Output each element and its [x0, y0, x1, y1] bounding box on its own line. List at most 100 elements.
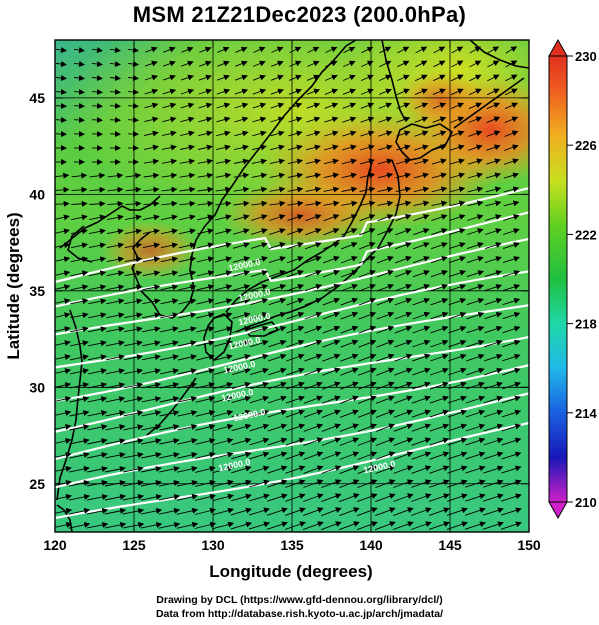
wind-vector — [70, 326, 89, 333]
wind-vector — [268, 256, 286, 264]
wind-vector — [141, 452, 162, 459]
wind-vector — [414, 102, 429, 109]
wind-vector — [322, 283, 341, 292]
wind-vector — [500, 507, 522, 516]
wind-vector — [196, 298, 215, 305]
wind-vector — [360, 116, 375, 123]
wind-vector — [375, 395, 395, 404]
wind-vector — [484, 284, 503, 292]
wind-vector — [429, 493, 450, 502]
wind-vector — [196, 312, 215, 319]
wind-vector — [411, 479, 432, 488]
wind-vector — [180, 130, 195, 137]
wind-vector — [447, 479, 468, 488]
wind-vector — [285, 395, 305, 404]
wind-vector — [502, 284, 521, 292]
wind-vector — [196, 340, 215, 347]
coast-kyushu — [203, 313, 233, 361]
wind-vector — [267, 493, 288, 502]
wind-vector — [142, 256, 161, 263]
wind-vector — [358, 311, 377, 320]
wind-vector — [286, 270, 304, 278]
wind-vector — [466, 242, 484, 250]
wind-vector — [215, 144, 231, 151]
wind-vector — [232, 270, 251, 277]
wind-vector — [378, 116, 393, 123]
wind-vector — [395, 200, 412, 207]
wind-vector — [162, 74, 176, 81]
coast-china-north — [59, 195, 161, 249]
wind-vector — [465, 381, 485, 390]
wind-vector — [140, 480, 162, 487]
wind-vector — [323, 200, 340, 207]
wind-vector — [502, 297, 521, 306]
wind-vector — [69, 396, 90, 403]
wind-vector — [395, 214, 412, 222]
wind-vector — [161, 158, 178, 165]
wind-vector — [360, 130, 375, 137]
wind-vector — [430, 270, 448, 278]
wind-vector — [467, 186, 484, 193]
wind-vector — [307, 46, 320, 54]
wind-vector — [501, 381, 521, 390]
wind-vector — [285, 437, 306, 446]
wind-vector — [214, 312, 233, 319]
wind-vector — [161, 200, 178, 207]
wind-vector — [91, 47, 103, 53]
wind-vector — [412, 353, 431, 362]
wind-vector — [267, 423, 288, 432]
wind-vector — [340, 353, 359, 362]
wind-vector — [484, 367, 503, 376]
y-axis-label: Latitude (degrees) — [4, 212, 23, 359]
wind-vector — [106, 242, 125, 249]
wind-vector — [285, 479, 306, 488]
wind-vector — [414, 130, 429, 137]
colorbar-gradient — [549, 56, 567, 502]
wind-vector — [179, 200, 196, 207]
footer-drawing-credit: Drawing by DCL (https://www.gfd-dennou.o… — [156, 594, 443, 606]
wind-vector — [342, 130, 357, 137]
x-tick-label: 125 — [122, 537, 146, 553]
wind-vector — [449, 186, 466, 193]
wind-vector — [89, 172, 106, 179]
wind-vector — [106, 270, 125, 277]
wind-vector — [323, 172, 340, 179]
wind-vector — [430, 311, 449, 320]
wind-vector — [339, 465, 360, 475]
wind-vector — [234, 88, 249, 95]
wind-vector — [397, 46, 410, 54]
wind-vector — [55, 438, 72, 444]
wind-vector — [324, 116, 339, 123]
wind-vector — [213, 465, 234, 474]
wind-vector — [433, 46, 446, 54]
wind-vector — [467, 228, 484, 235]
wind-vector — [69, 382, 90, 389]
wind-vector — [322, 256, 340, 264]
wind-vector — [358, 269, 376, 278]
wind-vector — [431, 158, 447, 165]
wind-vector — [196, 256, 215, 263]
wind-vector — [484, 270, 503, 278]
contour-line — [55, 187, 529, 284]
wind-vector — [448, 297, 467, 306]
wind-vector — [483, 479, 504, 488]
wind-vector — [91, 103, 103, 109]
wind-vector — [141, 368, 162, 375]
wind-vector — [285, 451, 306, 460]
wind-vector — [127, 89, 139, 95]
wind-vector — [252, 74, 266, 81]
x-axis-label: Longitude (degrees) — [209, 562, 372, 581]
wind-vector — [357, 409, 377, 418]
wind-vector — [451, 74, 464, 82]
wind-vector — [485, 200, 502, 207]
wind-vector — [410, 521, 432, 530]
wind-vector — [106, 340, 125, 347]
wind-vector — [323, 186, 340, 193]
wind-vector — [195, 395, 216, 403]
wind-vector — [502, 242, 520, 250]
wind-vector — [503, 214, 520, 221]
wind-vector — [431, 172, 448, 179]
wind-vector — [447, 493, 468, 502]
wind-vector — [251, 172, 268, 179]
wind-vector — [450, 102, 465, 110]
